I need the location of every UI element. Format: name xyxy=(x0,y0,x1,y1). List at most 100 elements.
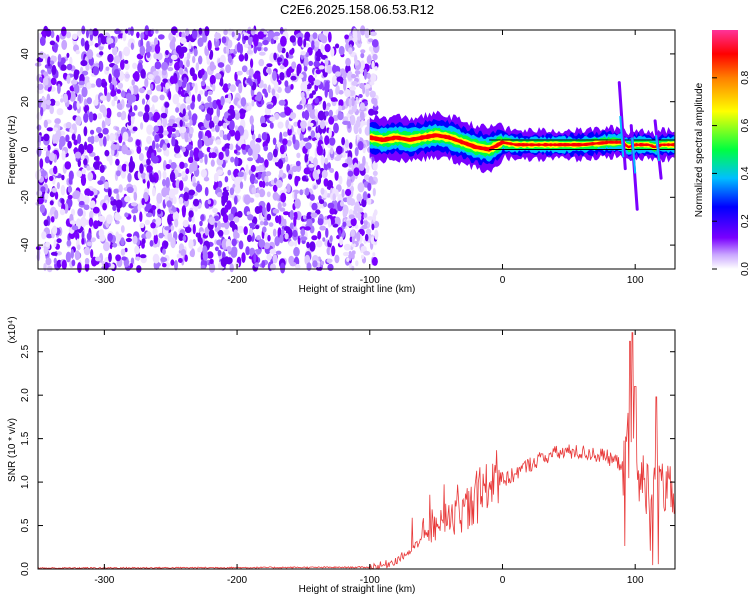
noise-speckle xyxy=(369,180,376,185)
noise-speckle xyxy=(358,127,362,134)
noise-speckle xyxy=(118,103,123,109)
noise-speckle xyxy=(139,211,143,222)
noise-speckle xyxy=(230,156,235,163)
noise-speckle xyxy=(304,109,310,121)
noise-speckle xyxy=(209,49,214,59)
noise-speckle xyxy=(76,170,83,178)
noise-speckle xyxy=(208,120,215,130)
noise-speckle xyxy=(351,73,356,79)
noise-speckle xyxy=(301,111,306,119)
noise-speckle xyxy=(45,257,52,266)
noise-speckle xyxy=(226,200,232,210)
x-tick-label: -200 xyxy=(227,575,247,586)
noise-speckle xyxy=(360,52,365,59)
noise-speckle xyxy=(200,68,205,76)
noise-speckle xyxy=(328,116,335,125)
noise-speckle xyxy=(48,152,56,162)
noise-speckle xyxy=(225,44,230,55)
noise-speckle xyxy=(374,229,379,240)
noise-speckle xyxy=(80,175,87,186)
noise-speckle xyxy=(155,143,159,150)
noise-speckle xyxy=(276,57,283,63)
noise-speckle xyxy=(115,199,123,209)
noise-speckle xyxy=(74,151,82,159)
snr-series xyxy=(37,332,675,571)
noise-speckle xyxy=(127,136,134,143)
noise-speckle xyxy=(213,215,220,222)
noise-speckle xyxy=(172,196,177,205)
noise-speckle xyxy=(235,125,238,132)
noise-speckle xyxy=(121,144,128,155)
noise-speckle xyxy=(315,69,321,75)
noise-speckle xyxy=(166,125,173,131)
noise-speckle xyxy=(139,45,146,56)
noise-speckle xyxy=(312,32,318,40)
noise-speckle xyxy=(326,258,333,264)
noise-speckle xyxy=(165,50,169,56)
noise-speckle xyxy=(369,81,375,86)
noise-speckle xyxy=(313,185,317,190)
noise-speckle xyxy=(47,144,51,151)
noise-speckle xyxy=(190,165,195,173)
noise-speckle xyxy=(214,227,220,233)
noise-speckle xyxy=(300,236,308,241)
noise-speckle xyxy=(141,238,146,245)
noise-speckle xyxy=(327,162,331,169)
noise-speckle xyxy=(67,140,72,149)
noise-speckle xyxy=(347,70,353,81)
noise-speckle xyxy=(291,61,297,70)
noise-speckle xyxy=(107,233,113,242)
noise-speckle xyxy=(164,226,171,231)
noise-speckle xyxy=(292,229,298,238)
noise-speckle xyxy=(105,66,110,72)
noise-speckle xyxy=(178,196,184,205)
noise-speckle xyxy=(335,43,340,49)
noise-speckle xyxy=(154,75,161,84)
noise-speckle xyxy=(351,80,358,86)
noise-speckle xyxy=(278,99,286,106)
noise-speckle xyxy=(316,132,321,138)
noise-speckle xyxy=(293,212,298,217)
noise-speckle xyxy=(272,228,277,237)
noise-speckle xyxy=(346,257,350,262)
noise-speckle xyxy=(175,129,180,137)
noise-speckle xyxy=(225,148,230,157)
noise-speckle xyxy=(55,130,62,139)
noise-speckle xyxy=(216,169,223,176)
noise-speckle xyxy=(222,122,227,129)
noise-speckle xyxy=(127,172,132,183)
noise-speckle xyxy=(60,57,66,64)
noise-speckle xyxy=(175,153,182,159)
noise-speckle xyxy=(267,151,273,161)
noise-speckle xyxy=(178,258,183,263)
noise-speckle xyxy=(75,252,81,260)
noise-speckle xyxy=(76,30,82,37)
noise-speckle xyxy=(264,175,269,183)
noise-speckle xyxy=(275,194,280,200)
noise-speckle xyxy=(246,50,254,55)
noise-speckle xyxy=(161,130,169,136)
noise-speckle xyxy=(39,36,46,46)
noise-speckle xyxy=(280,35,287,47)
noise-speckle xyxy=(218,151,224,161)
noise-speckle xyxy=(65,121,72,129)
noise-speckle xyxy=(282,138,288,146)
noise-speckle xyxy=(37,196,44,205)
noise-speckle xyxy=(234,71,238,82)
noise-speckle xyxy=(188,41,192,50)
noise-speckle xyxy=(308,60,314,66)
noise-speckle xyxy=(212,207,219,214)
noise-speckle xyxy=(316,240,323,248)
noise-speckle xyxy=(106,214,113,225)
noise-speckle xyxy=(179,161,185,169)
noise-speckle xyxy=(236,42,242,53)
noise-speckle xyxy=(372,252,376,257)
noise-speckle xyxy=(172,75,178,84)
noise-speckle xyxy=(238,240,244,250)
noise-speckle xyxy=(296,152,301,159)
noise-speckle xyxy=(175,83,179,93)
noise-speckle xyxy=(44,156,50,164)
noise-speckle xyxy=(147,74,154,80)
noise-speckle xyxy=(311,40,315,50)
noise-speckle xyxy=(300,54,304,60)
